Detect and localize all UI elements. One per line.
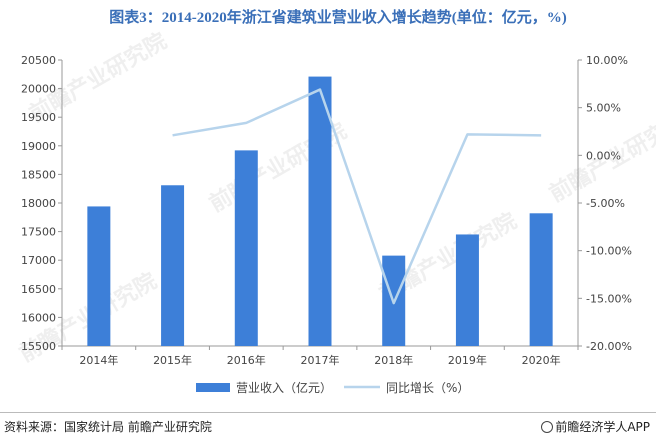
right-tick-label: -15.00% <box>586 292 632 305</box>
x-tick-label: 2014年 <box>79 353 118 367</box>
bar <box>161 185 185 346</box>
x-tick-label: 2016年 <box>227 353 266 367</box>
right-tick-label: -5.00% <box>586 197 625 210</box>
left-tick-label: 18000 <box>21 197 56 210</box>
left-tick-label: 20500 <box>21 54 56 67</box>
right-tick-label: -10.00% <box>586 245 632 258</box>
left-tick-label: 19000 <box>21 140 56 153</box>
growth-line <box>172 88 542 305</box>
footer: 资料来源：国家统计局 前瞻产业研究院 前瞻经济学人APP <box>0 412 656 437</box>
legend-swatch-bar <box>196 383 230 392</box>
x-tick-label: 2015年 <box>153 353 192 367</box>
bar <box>234 150 258 346</box>
x-tick-label: 2020年 <box>522 353 561 367</box>
source-note: 资料来源：国家统计局 前瞻产业研究院 <box>4 420 212 434</box>
brand-label: 前瞻经济学人APP <box>541 418 650 435</box>
left-tick-label: 19500 <box>21 111 56 124</box>
x-tick-label: 2017年 <box>301 353 340 367</box>
left-tick-label: 17000 <box>21 254 56 267</box>
chart-title: 图表3：2014-2020年浙江省建筑业营业收入增长趋势(单位：亿元，%) <box>109 10 567 26</box>
x-tick-label: 2018年 <box>374 353 413 367</box>
left-tick-label: 20000 <box>21 83 56 96</box>
legend-label-line: 同比增长（%） <box>386 381 469 395</box>
left-tick-label: 16500 <box>21 283 56 296</box>
bar <box>308 76 332 346</box>
x-tick-label: 2019年 <box>448 353 487 367</box>
right-tick-label: 5.00% <box>586 102 621 115</box>
brand-logo-icon <box>541 421 554 433</box>
bar <box>529 213 553 346</box>
left-tick-label: 15500 <box>21 340 56 353</box>
chart-canvas: 15500 16000 16500 17000 17500 18000 18500 19000… <box>21 54 632 395</box>
legend-label-bar: 营业收入（亿元） <box>236 380 332 395</box>
left-tick-label: 18500 <box>21 168 56 181</box>
left-tick-label: 16000 <box>21 311 56 324</box>
right-tick-label: 10.00% <box>586 54 628 67</box>
right-tick-label: 0.00% <box>586 149 621 162</box>
left-tick-label: 17500 <box>21 226 56 239</box>
right-tick-label: -20.00% <box>586 340 632 353</box>
bar <box>455 234 479 346</box>
bar <box>87 206 111 346</box>
brand-text: 前瞻经济学人APP <box>555 420 650 434</box>
